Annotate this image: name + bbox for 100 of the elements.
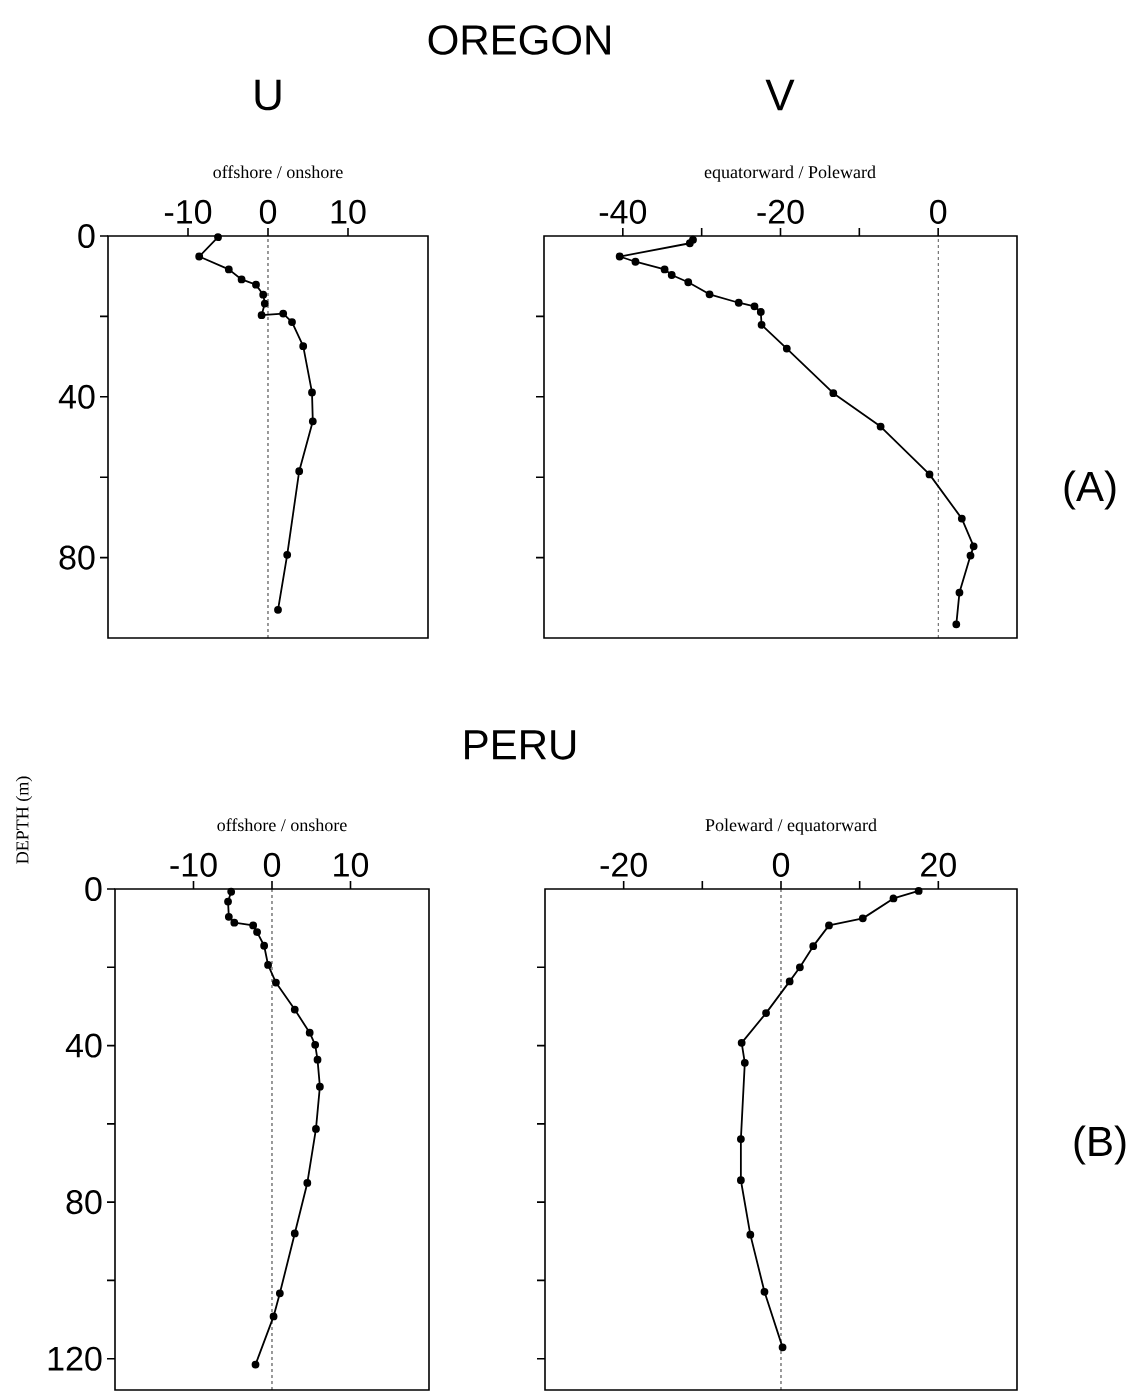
- point: [227, 887, 236, 896]
- point: [736, 1135, 745, 1144]
- point: [705, 290, 714, 299]
- point: [746, 1230, 755, 1239]
- x-tick-label: 0: [772, 852, 790, 877]
- point: [858, 914, 867, 923]
- point: [829, 389, 838, 398]
- point: [311, 1040, 320, 1049]
- point: [279, 309, 288, 318]
- point: [237, 275, 246, 284]
- x-tick-label: 20: [921, 852, 956, 877]
- x-axis-title: equatorward / Poleward: [704, 165, 876, 182]
- point: [253, 928, 261, 936]
- chart-title: V: [765, 79, 795, 111]
- point: [756, 308, 765, 316]
- x-tick-label: 10: [334, 852, 369, 877]
- chart-title: U: [255, 79, 281, 111]
- text: (A): [1064, 470, 1116, 510]
- x-tick-label: -20: [600, 852, 647, 877]
- point: [224, 912, 233, 921]
- point: [264, 961, 272, 969]
- point: [295, 467, 304, 476]
- point: [272, 978, 280, 987]
- point: [760, 1287, 769, 1296]
- x-tick-label: -10: [170, 852, 217, 877]
- point: [275, 1289, 284, 1298]
- point: [737, 1038, 746, 1047]
- point: [684, 278, 693, 287]
- point: [308, 417, 317, 426]
- point: [750, 302, 759, 311]
- point: [914, 887, 923, 895]
- point: [615, 252, 624, 261]
- y-tick-label: 120: [48, 1346, 102, 1371]
- x-tick-label: -20: [757, 199, 804, 224]
- text: (B): [1074, 1125, 1126, 1165]
- point: [762, 1009, 770, 1017]
- point: [667, 271, 676, 279]
- point: [925, 470, 934, 479]
- point: [260, 299, 269, 308]
- x-tick-label: 0: [263, 852, 281, 877]
- point: [305, 1028, 314, 1037]
- x-axis-title: offshore / onshore: [213, 165, 343, 179]
- point: [224, 265, 233, 274]
- x-tick-label: 0: [930, 199, 947, 224]
- x-tick-label: -10: [164, 199, 212, 224]
- point: [736, 1176, 745, 1185]
- point: [876, 422, 885, 431]
- y-tick-label: 0: [78, 223, 95, 249]
- point: [288, 318, 296, 326]
- x-tick-label: 10: [331, 199, 366, 224]
- point: [889, 894, 898, 903]
- point: [660, 265, 669, 274]
- point: [969, 542, 978, 551]
- x-tick-label: 0: [259, 199, 277, 224]
- point: [782, 344, 791, 353]
- point: [230, 918, 239, 927]
- point: [757, 320, 766, 329]
- text: PERU: [465, 730, 576, 760]
- point: [290, 1005, 299, 1014]
- point: [795, 963, 804, 972]
- point: [740, 1058, 749, 1067]
- y-tick-label: 40: [65, 1033, 102, 1058]
- y-tick-label: 40: [58, 384, 95, 409]
- point: [966, 551, 975, 560]
- y-tick-label: 0: [85, 876, 102, 902]
- point: [313, 1055, 322, 1064]
- point: [952, 620, 961, 629]
- point: [269, 1312, 278, 1321]
- x-axis-title: Poleward / equatorward: [705, 818, 877, 835]
- point: [315, 1082, 324, 1091]
- point: [685, 239, 694, 248]
- point: [308, 388, 316, 397]
- point: [224, 897, 232, 906]
- point: [299, 342, 308, 351]
- text: OREGON: [428, 25, 610, 55]
- point: [259, 290, 268, 299]
- point: [631, 257, 640, 266]
- y-axis-title: DEPTH (m): [15, 776, 33, 864]
- x-axis-title: offshore / onshore: [217, 818, 347, 832]
- point: [734, 298, 743, 307]
- point: [214, 233, 222, 242]
- point: [257, 311, 266, 320]
- point: [249, 921, 258, 930]
- x-tick-label: -40: [599, 199, 647, 224]
- point: [785, 977, 794, 986]
- point: [260, 941, 269, 950]
- point: [283, 550, 292, 559]
- point: [809, 942, 818, 951]
- point: [312, 1125, 320, 1133]
- point: [252, 280, 260, 289]
- y-tick-label: 80: [59, 545, 95, 570]
- point: [274, 605, 282, 614]
- point: [955, 588, 964, 597]
- point: [778, 1343, 787, 1352]
- point: [195, 252, 204, 261]
- point: [303, 1179, 312, 1187]
- y-tick-label: 80: [66, 1190, 102, 1215]
- point: [825, 921, 833, 930]
- point: [251, 1360, 260, 1369]
- point: [290, 1229, 299, 1238]
